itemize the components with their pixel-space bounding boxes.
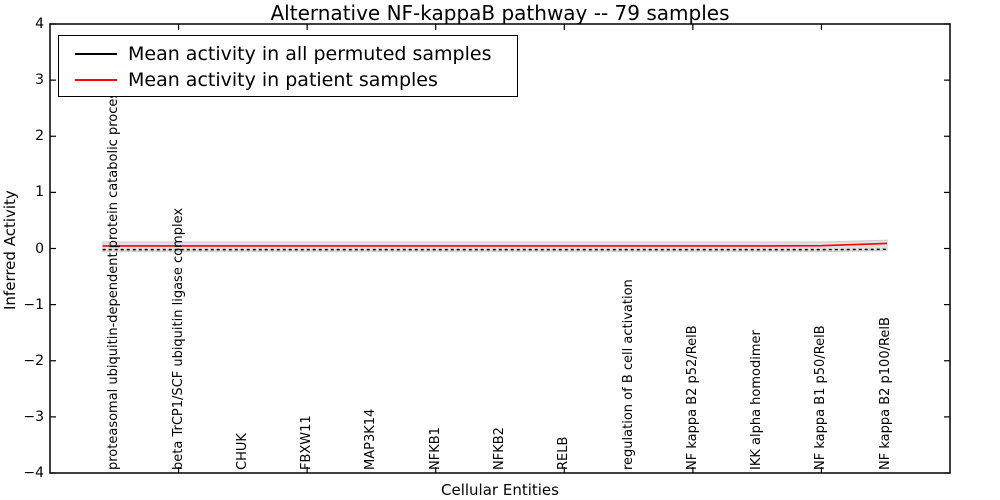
- legend-line-red-icon: [75, 79, 117, 81]
- x-tick-label: proteasomal ubiquitin-dependent protein …: [106, 85, 122, 470]
- chart-title: Alternative NF-kappaB pathway -- 79 samp…: [270, 1, 730, 25]
- x-tick-label: NF kappa B1 p50/RelB: [813, 325, 829, 470]
- x-tick-label: RELB: [556, 436, 572, 470]
- legend-line-black-icon: [75, 53, 117, 55]
- x-tick-label: NF kappa B2 p100/RelB: [877, 317, 893, 470]
- x-tick-label: IKK alpha homodimer: [749, 330, 765, 470]
- y-tick-label: 1: [35, 184, 44, 201]
- x-tick-label: regulation of B cell activation: [620, 279, 636, 470]
- legend-label-patient: Mean activity in patient samples: [128, 69, 438, 91]
- series-line-1: [102, 242, 888, 247]
- x-tick-label: FBXW11: [299, 415, 315, 470]
- y-tick-label: −2: [23, 352, 44, 369]
- y-tick-label: −4: [23, 465, 44, 481]
- y-tick-label: −3: [23, 408, 44, 425]
- legend-item-permuted: Mean activity in all permuted samples: [59, 41, 517, 67]
- y-tick-label: 2: [35, 128, 44, 145]
- y-tick-label: 0: [35, 240, 44, 257]
- x-axis-label: Cellular Entities: [441, 481, 559, 499]
- x-tick-label: MAP3K14: [363, 408, 379, 470]
- y-tick-label: 3: [35, 72, 44, 89]
- x-tick-label: NF kappa B2 p52/RelB: [684, 325, 700, 470]
- legend-label-permuted: Mean activity in all permuted samples: [128, 43, 492, 65]
- legend-item-patient: Mean activity in patient samples: [59, 67, 517, 93]
- legend: Mean activity in all permuted samples Me…: [58, 35, 518, 97]
- x-tick-label: CHUK: [234, 433, 250, 470]
- y-tick-label: −1: [23, 296, 44, 313]
- x-tick-label: beta TrCP1/SCF ubiquitin ligase complex: [170, 207, 186, 470]
- y-tick-label: 4: [35, 16, 44, 32]
- x-tick-label: NFKB2: [492, 427, 507, 470]
- y-axis-label: Inferred Activity: [1, 190, 19, 310]
- x-tick-label: NFKB1: [427, 427, 443, 470]
